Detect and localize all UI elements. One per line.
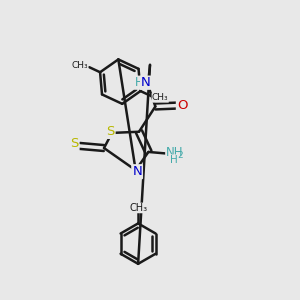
Text: H: H	[170, 155, 178, 165]
Text: NH: NH	[166, 146, 183, 159]
Text: N: N	[132, 165, 142, 178]
Text: S: S	[106, 125, 115, 138]
Text: CH₃: CH₃	[152, 93, 169, 102]
Text: CH₃: CH₃	[129, 203, 147, 213]
Text: CH₃: CH₃	[71, 61, 88, 70]
Text: S: S	[70, 137, 79, 150]
Text: 2: 2	[177, 151, 183, 160]
Text: N: N	[141, 76, 150, 89]
Text: H: H	[135, 76, 143, 89]
Text: O: O	[177, 99, 188, 112]
